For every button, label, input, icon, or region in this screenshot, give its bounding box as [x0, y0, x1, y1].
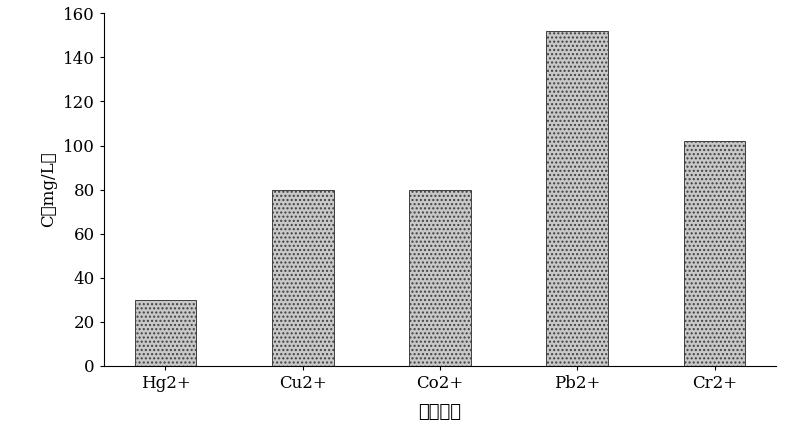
- Bar: [684, 141, 746, 366]
- Y-axis label: C（mg/L）: C（mg/L）: [41, 152, 58, 227]
- Bar: [409, 190, 471, 366]
- Bar: [134, 300, 196, 366]
- Bar: [546, 31, 608, 366]
- Bar: [272, 190, 334, 366]
- X-axis label: 金属离子: 金属离子: [418, 403, 462, 421]
